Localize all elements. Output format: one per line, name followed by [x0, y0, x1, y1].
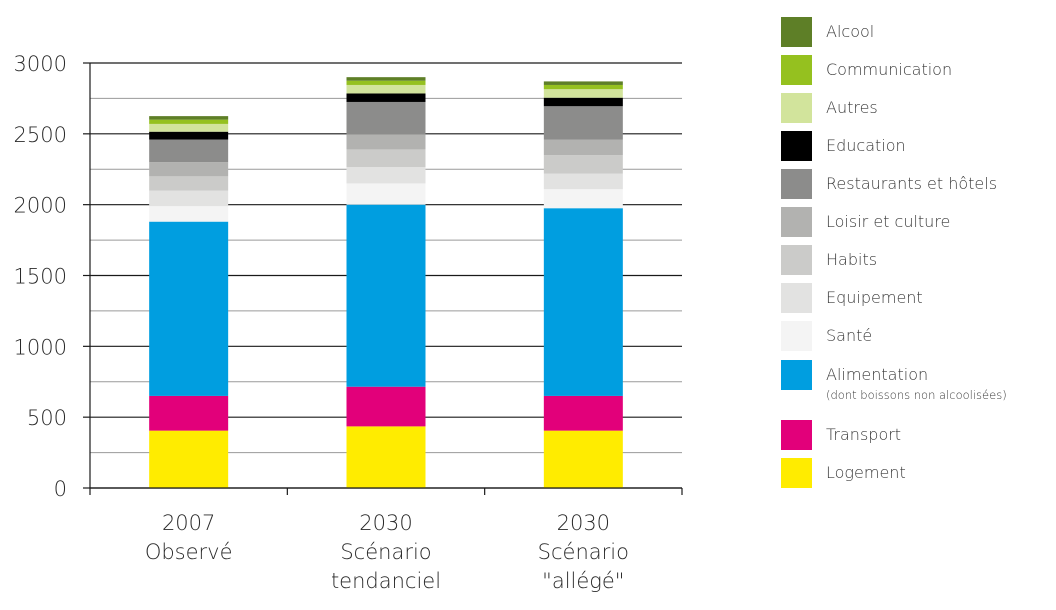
- bar-segment-communication: [346, 80, 426, 85]
- bar-segment-logement: [149, 430, 229, 488]
- legend-label: Restaurants et hôtels: [826, 174, 998, 193]
- legend-item: Habits: [781, 245, 1056, 275]
- legend-sublabel: (dont boissons non alcoolisées): [826, 388, 1007, 402]
- legend-item: Restaurants et hôtels: [781, 169, 1056, 199]
- legend-label: Logement: [826, 463, 906, 482]
- bar-segment-communication: [149, 119, 229, 124]
- legend-swatch: [781, 420, 812, 450]
- legend-swatch: [781, 55, 812, 85]
- legend-swatch: [781, 321, 812, 351]
- bar-segment-habits: [149, 176, 229, 191]
- legend-swatch: [781, 283, 812, 313]
- y-tick-label: 3000: [14, 52, 67, 76]
- bar-segment-alcool: [543, 81, 623, 85]
- bar-segment-alcool: [149, 116, 229, 120]
- bar-segment-alimentation: [543, 208, 623, 396]
- bar-segment-equipement: [346, 167, 426, 184]
- legend-item: Autres: [781, 93, 1056, 123]
- y-tick-label: 1500: [14, 265, 67, 289]
- legend-label: Autres: [826, 98, 878, 117]
- bar-segment-habits: [346, 149, 426, 168]
- bar-segment-sant-: [149, 206, 229, 222]
- legend-swatch: [781, 245, 812, 275]
- bar-segment-restaurants-et-h-tels: [149, 139, 229, 163]
- legend-item: Alcool: [781, 17, 1056, 47]
- legend-label: Alcool: [826, 22, 875, 41]
- legend-swatch: [781, 17, 812, 47]
- bar-segment-education: [149, 131, 229, 140]
- legend-item: Education: [781, 131, 1056, 161]
- bar-segment-alimentation: [149, 221, 229, 396]
- bar-segment-habits: [543, 155, 623, 174]
- legend-label: Communication: [826, 60, 953, 79]
- legend-label: Alimentation: [826, 365, 929, 384]
- legend-swatch: [781, 458, 812, 488]
- bar-segment-equipement: [149, 190, 229, 207]
- x-category-label: 2007 Observé: [145, 511, 233, 564]
- bar-segment-restaurants-et-h-tels: [346, 101, 426, 135]
- bar-segment-communication: [543, 84, 623, 90]
- legend-item: Logement: [781, 458, 1056, 488]
- y-tick-label: 2500: [14, 123, 67, 147]
- axes: [83, 62, 683, 495]
- bar-segment-education: [346, 93, 426, 102]
- legend-swatch: [781, 207, 812, 237]
- legend-item: Alimentation (dont boissons non alcoolisé…: [781, 360, 1056, 402]
- legend-swatch: [781, 93, 812, 123]
- legend-item: Santé: [781, 321, 1056, 351]
- stacked-bar-chart: 0 500 1000 1500 2000 2500 3000 2007 Observé 2030…: [14, 52, 683, 593]
- bar-segment-sant-: [543, 189, 623, 209]
- y-axis-tick-labels: 0 500 1000 1500 2000 2500 3000: [14, 52, 67, 501]
- bar-segment-alcool: [346, 77, 426, 81]
- legend-item: Loisir et culture: [781, 207, 1056, 237]
- bar-segment-transport: [149, 395, 229, 431]
- y-tick-label: 2000: [14, 194, 67, 218]
- legend-label: Loisir et culture: [826, 212, 951, 231]
- legend-label: Equipement: [826, 288, 923, 307]
- y-tick-label: 500: [27, 406, 67, 430]
- y-tick-label: 0: [54, 477, 67, 501]
- bar-segment-loisir-et-culture: [346, 134, 426, 150]
- bar-segment-alimentation: [346, 204, 426, 387]
- bar-segment-loisir-et-culture: [543, 139, 623, 156]
- bars: [149, 77, 623, 488]
- bar-segment-education: [543, 97, 623, 107]
- legend-label: Education: [826, 136, 906, 155]
- legend-swatch: [781, 131, 812, 161]
- x-category-label: 2030 Scénario tendanciel: [331, 511, 441, 593]
- legend-label: Habits: [826, 250, 878, 269]
- legend-item: Equipement: [781, 283, 1056, 313]
- bar-segment-equipement: [543, 173, 623, 190]
- bar-segment-logement: [346, 426, 426, 488]
- y-tick-label: 1000: [14, 335, 67, 359]
- legend-swatch: [781, 169, 812, 199]
- bar-segment-transport: [543, 395, 623, 431]
- legend-label: Transport: [826, 425, 902, 444]
- x-category-label: 2030 Scénario "allégé": [538, 511, 629, 593]
- bar-segment-autres: [543, 89, 623, 98]
- x-axis-category-labels: 2007 Observé 2030 Scénario tendanciel 2030 Scé…: [145, 511, 629, 593]
- bar-segment-autres: [346, 84, 426, 94]
- bar-segment-autres: [149, 123, 229, 132]
- bar-segment-loisir-et-culture: [149, 162, 229, 177]
- legend-swatch: [781, 360, 812, 390]
- legend-item: Transport: [781, 420, 1056, 450]
- bar-segment-restaurants-et-h-tels: [543, 106, 623, 140]
- bar-segment-logement: [543, 430, 623, 488]
- legend-item: Communication: [781, 55, 1056, 85]
- bar-segment-transport: [346, 386, 426, 427]
- bar-segment-sant-: [346, 183, 426, 205]
- legend-label: Santé: [826, 326, 873, 345]
